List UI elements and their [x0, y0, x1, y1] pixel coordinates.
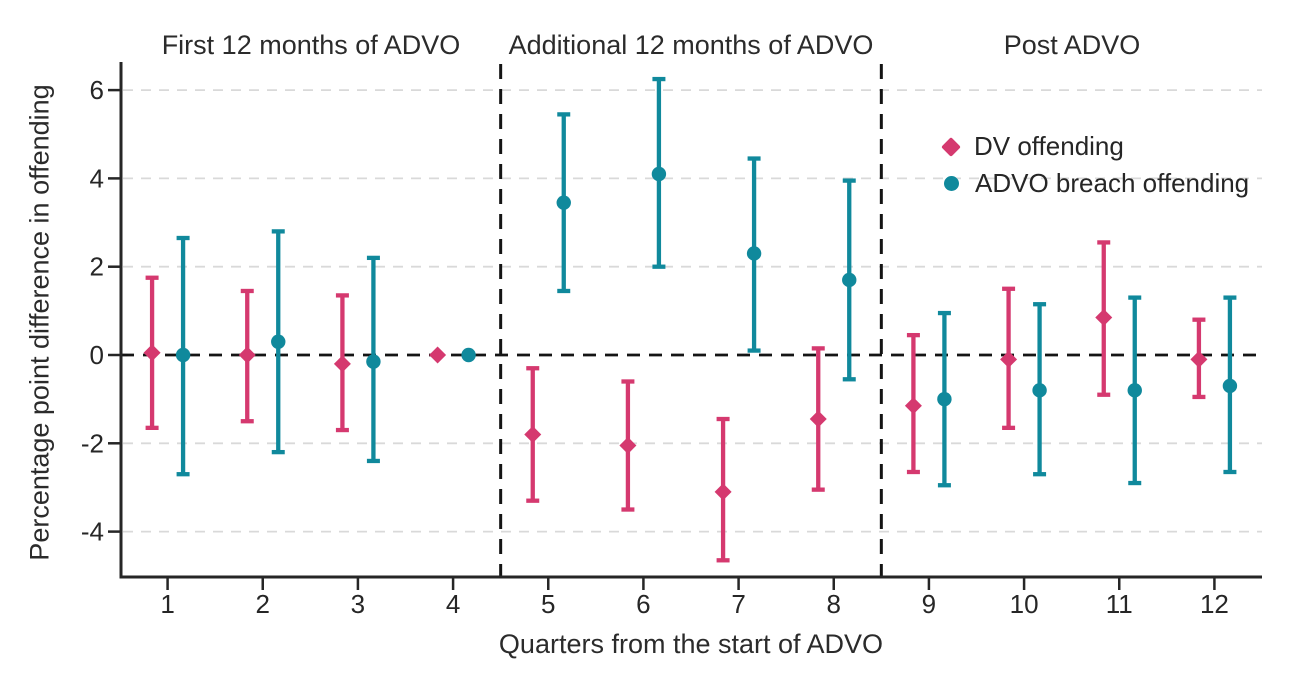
legend-item-dv-offending: DV offending	[941, 128, 1249, 165]
circle-marker	[937, 391, 952, 407]
diamond-marker	[619, 437, 637, 455]
diamond-marker	[809, 410, 827, 428]
x-tick-label: 9	[922, 589, 936, 619]
series-dv-offending	[143, 240, 1208, 563]
diamond-marker	[333, 355, 351, 373]
x-tick-label: 5	[541, 589, 555, 619]
circle-marker	[1032, 383, 1047, 398]
circle-marker	[842, 272, 857, 288]
x-tick-label: 10	[1010, 589, 1039, 619]
diamond-marker	[714, 483, 732, 501]
circle-marker	[175, 347, 191, 363]
x-tick-label: 7	[731, 589, 745, 619]
circle-marker	[461, 347, 476, 363]
y-tick-label: 6	[90, 75, 104, 105]
y-tick-label: 0	[90, 340, 104, 370]
circle-marker-icon	[944, 176, 959, 191]
circle-marker	[366, 354, 381, 369]
circle-marker	[1127, 383, 1142, 398]
y-tick-label: 2	[90, 252, 104, 282]
legend-label: DV offending	[974, 131, 1124, 161]
circle-marker	[1222, 378, 1238, 394]
x-tick-label: 12	[1200, 589, 1229, 619]
x-tick-label: 8	[827, 589, 841, 619]
legend: DV offending ADVO breach offending	[941, 128, 1249, 202]
y-tick-label: -2	[81, 428, 104, 458]
x-tick-label: 3	[351, 589, 365, 619]
x-tick-label: 11	[1106, 589, 1133, 619]
circle-marker	[556, 195, 571, 210]
panel-title-first-12-months: First 12 months of ADVO	[161, 30, 461, 60]
diamond-marker	[904, 397, 922, 415]
circle-marker	[271, 334, 286, 349]
panel-separators	[499, 64, 883, 577]
legend-label: ADVO breach offending	[975, 168, 1250, 198]
legend-item-advo-breach-offending: ADVO breach offending	[944, 165, 1249, 202]
diamond-marker	[524, 425, 542, 443]
series-advo-breach-offending	[175, 76, 1238, 488]
x-tick-label: 6	[636, 589, 650, 619]
diamond-marker	[143, 344, 161, 362]
x-tick-label: 4	[446, 589, 460, 619]
y-tick-label: 4	[90, 163, 104, 193]
y-tick-label: -4	[81, 517, 104, 547]
diamond-marker	[1095, 308, 1113, 326]
diamond-marker	[1000, 350, 1018, 368]
panel-title-post-advo: Post ADVO	[1003, 30, 1141, 60]
gridlines	[123, 89, 1262, 533]
diamond-marker	[1190, 350, 1208, 368]
diamond-marker-icon	[941, 136, 961, 157]
x-axis-label: Quarters from the start of ADVO	[498, 629, 884, 659]
x-tick-label: 2	[256, 589, 270, 619]
diamond-marker	[238, 346, 256, 364]
diamond-marker	[429, 346, 447, 364]
y-axis-label: Percentage point difference in offending	[24, 84, 55, 561]
circle-marker	[746, 246, 762, 261]
x-tick-label: 1	[160, 589, 174, 619]
panel-title-additional-12-months: Additional 12 months of ADVO	[508, 30, 874, 60]
circle-marker	[651, 166, 667, 182]
